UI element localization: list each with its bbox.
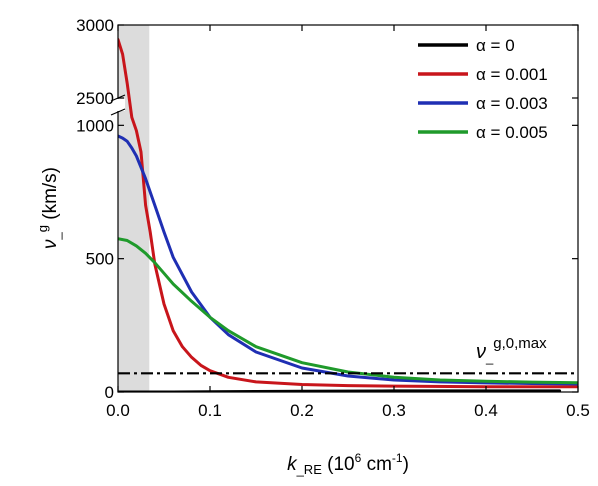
series-2 xyxy=(118,134,578,386)
y-axis-ticks: 0 500 1000 2500 3000 xyxy=(76,16,578,402)
series-line-2-0 xyxy=(118,134,578,386)
x-axis-title: k_RE (106 cm-1) xyxy=(287,451,409,477)
legend-label-2: α = 0.003 xyxy=(476,94,548,113)
series-1 xyxy=(118,38,578,389)
shaded-region xyxy=(118,25,150,392)
y-tick-label: 3000 xyxy=(76,16,114,35)
y-axis-title: ν_g (km/s) xyxy=(35,167,63,249)
x-tick-label: 0.4 xyxy=(474,401,498,420)
x-tick-label: 0.1 xyxy=(198,401,222,420)
legend-label-0: α = 0 xyxy=(476,36,515,55)
series-line-3-0 xyxy=(118,237,578,385)
y-tick-label: 2500 xyxy=(76,89,114,108)
reference-line-label: ν_g,0,max xyxy=(476,335,547,365)
axis-break-mark-lower xyxy=(110,108,126,116)
x-tick-label: 0.5 xyxy=(566,401,590,420)
shaded-region-rect xyxy=(118,25,150,392)
plot-frame xyxy=(117,24,579,393)
axis-break-gap xyxy=(111,99,125,111)
y-tick-label: 1000 xyxy=(76,116,114,135)
y-tick-label: 0 xyxy=(105,383,114,402)
x-axis-ticks: 0.0 0.1 0.2 0.3 0.4 0.5 xyxy=(106,25,590,420)
legend-label-1: α = 0.001 xyxy=(476,65,548,84)
x-tick-label: 0.2 xyxy=(290,401,314,420)
y-tick-label: 500 xyxy=(86,250,114,269)
x-tick-label: 0.3 xyxy=(382,401,406,420)
legend: α = 0 α = 0.001 α = 0.003 α = 0.005 xyxy=(418,36,548,142)
x-tick-label: 0.0 xyxy=(106,401,130,420)
series-3 xyxy=(118,237,578,385)
legend-label-3: α = 0.005 xyxy=(476,123,548,142)
series-line-1-0 xyxy=(118,38,578,389)
